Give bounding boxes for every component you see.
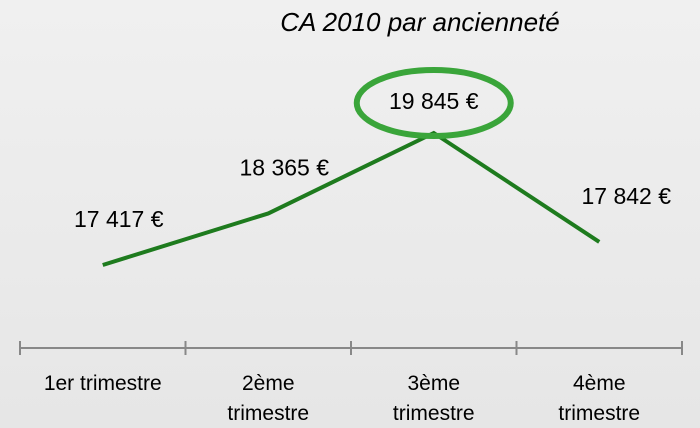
x-tick-label: 3ème trimestre (392, 372, 475, 425)
highlight-ring (353, 67, 514, 139)
data-label: 19 845 € (389, 88, 479, 114)
data-label: 18 365 € (239, 155, 329, 181)
data-label: 17 417 € (74, 206, 164, 232)
x-tick-label: 4ème trimestre (558, 372, 641, 425)
line-series (102, 130, 601, 267)
x-tick-label: 2ème trimestre (227, 372, 310, 425)
chart-title: CA 2010 par ancienneté (280, 7, 559, 37)
x-tick-label: 1er trimestre (43, 372, 162, 395)
data-label: 17 842 € (581, 183, 671, 209)
